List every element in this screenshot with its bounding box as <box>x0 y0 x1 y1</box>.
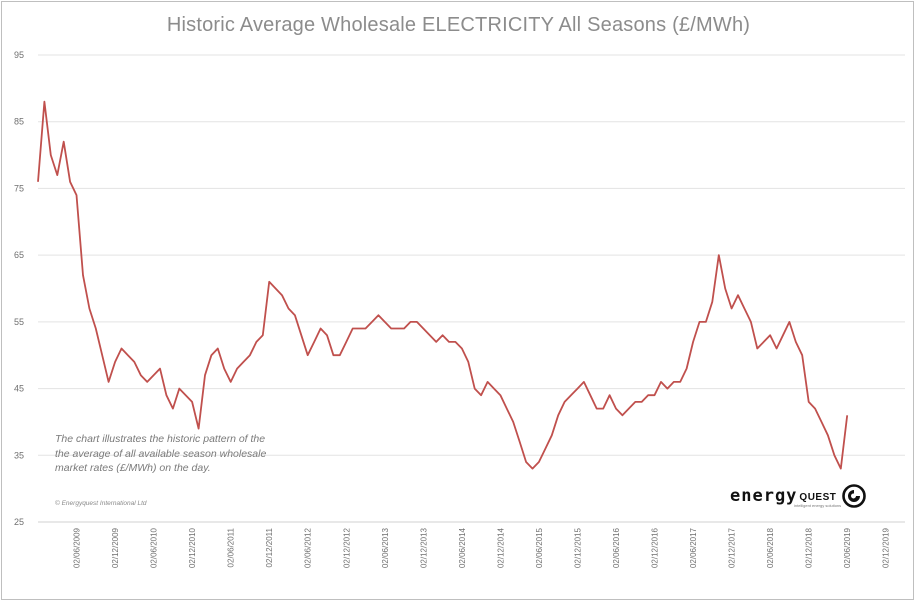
x-tick-label: 02/12/2009 <box>111 527 120 568</box>
x-tick-label: 02/12/2014 <box>496 527 505 568</box>
x-tick-label: 02/06/2012 <box>304 527 313 568</box>
x-tick-label: 02/06/2014 <box>458 527 467 568</box>
y-tick-label: 45 <box>14 384 24 394</box>
x-tick-label: 02/12/2011 <box>265 527 274 567</box>
gridlines <box>38 54 905 523</box>
x-tick-label: 02/06/2013 <box>381 527 390 568</box>
chart-title: Historic Average Wholesale ELECTRICITY A… <box>166 14 751 36</box>
chart-note: The chart illustrates the historic patte… <box>55 433 267 474</box>
copyright-note: © Energyquest International Ltd <box>55 500 147 507</box>
y-tick-label: 35 <box>14 450 24 460</box>
x-tick-label: 02/06/2017 <box>689 527 698 568</box>
logo-word-energy: energy <box>730 486 798 506</box>
logo-swirl-icon <box>842 484 867 508</box>
y-tick-label: 55 <box>14 317 24 327</box>
logo-tagline: intelligent energy solutions <box>794 503 842 508</box>
x-tick-label: 02/06/2018 <box>766 527 775 568</box>
x-tick-label: 02/12/2016 <box>651 527 660 568</box>
logo-word-quest: QUEST <box>799 491 837 503</box>
y-tick-label: 85 <box>14 117 24 127</box>
x-tick-label: 02/12/2018 <box>805 527 814 568</box>
x-tick-label: 02/06/2011 <box>227 527 236 567</box>
x-tick-label: 02/06/2009 <box>73 527 82 568</box>
x-tick-label: 02/06/2016 <box>612 527 621 568</box>
x-tick-label: 02/06/2015 <box>535 527 544 568</box>
energyquest-logo: energy QUEST <box>730 481 867 511</box>
x-axis-ticks: 02/06/2009 02/12/2009 02/06/2010 02/12/2010… <box>73 527 891 568</box>
y-tick-label: 75 <box>14 183 24 193</box>
x-tick-label: 02/06/2010 <box>150 527 159 568</box>
y-tick-label: 25 <box>14 517 24 527</box>
x-tick-label: 02/12/2012 <box>342 527 351 568</box>
series-line <box>37 100 849 470</box>
x-tick-label: 02/12/2010 <box>188 527 197 568</box>
y-axis-ticks: 25 35 45 55 65 75 85 95 <box>14 50 24 527</box>
x-tick-label: 02/12/2017 <box>728 527 737 568</box>
x-tick-label: 02/12/2013 <box>419 527 428 568</box>
y-tick-label: 95 <box>14 50 24 60</box>
x-tick-label: 02/12/2015 <box>573 527 582 568</box>
x-tick-label: 02/12/2019 <box>882 527 891 568</box>
y-tick-label: 65 <box>14 250 24 260</box>
x-tick-label: 02/06/2019 <box>843 527 852 568</box>
